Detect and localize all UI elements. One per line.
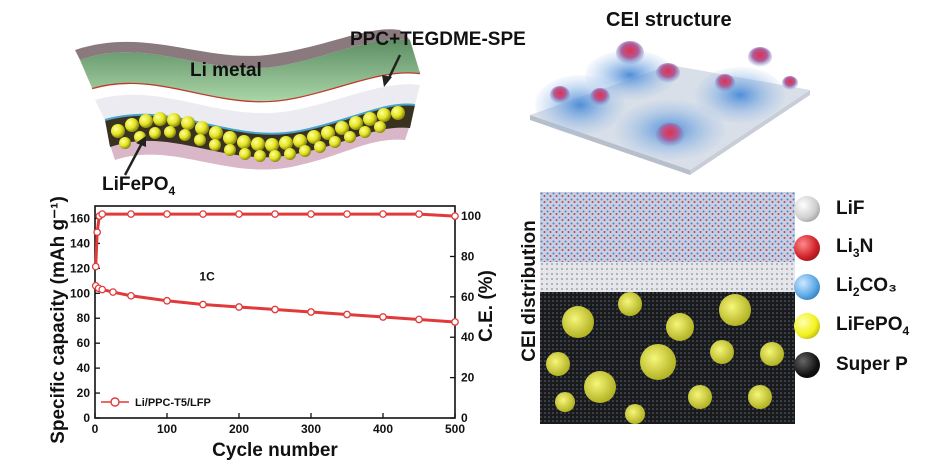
legend-label: LiFePO4 <box>836 314 910 338</box>
y-axis-label: Specific capacity (mAh g⁻¹) <box>48 196 69 444</box>
y-tick-label: 100 <box>70 286 90 300</box>
x-axis-label: Cycle number <box>212 440 338 460</box>
data-point <box>127 291 135 300</box>
cycling-chart: 0 100 200 300 400 500020406080100120140160020… <box>48 196 497 460</box>
cei-distribution-block <box>540 192 795 424</box>
y2-tick-label: 60 <box>461 290 475 304</box>
legend-item-superp: Super P <box>794 352 908 378</box>
spe-label: PPC+TEGDME-SPE <box>350 29 526 50</box>
plot-frame <box>94 205 456 419</box>
y-tick-label: 0 <box>83 411 90 425</box>
data-point <box>451 212 459 220</box>
legend-item-lif: LiF <box>794 196 865 222</box>
y2-axis-label: C.E. (%) <box>476 270 497 342</box>
cei-structure-surface <box>530 41 810 175</box>
cathode-label-sub: 4 <box>168 183 176 198</box>
y-tick-label: 60 <box>77 336 91 350</box>
data-point <box>109 288 117 296</box>
x-tick-label: 400 <box>373 422 393 436</box>
y2-tick-label: 40 <box>461 330 475 344</box>
y-tick-label: 20 <box>77 386 91 400</box>
data-point <box>379 210 387 218</box>
data-point <box>415 315 423 324</box>
lifepo4-ball-icon <box>794 313 820 339</box>
y-tick-label: 120 <box>70 261 90 275</box>
species-legend: LiF Li3N Li2CO₃ LiFePO4 Super P <box>794 196 929 396</box>
data-point <box>307 210 315 218</box>
data-point <box>98 285 107 294</box>
x-tick-label: 0 <box>92 422 99 436</box>
data-point <box>235 210 243 218</box>
superp-ball-icon <box>794 352 820 378</box>
series-line <box>94 212 456 267</box>
data-point <box>199 300 207 309</box>
data-point <box>98 210 107 218</box>
data-point <box>235 303 243 311</box>
y-tick-label: 40 <box>77 361 91 375</box>
rate-annotation: 1C <box>199 270 215 284</box>
data-point <box>379 313 387 321</box>
chart-plot-area: 0 100 200 300 400 500020406080100120140160020… <box>48 196 497 460</box>
data-point <box>271 305 279 314</box>
x-tick-label: 500 <box>445 422 465 436</box>
x-tick-label: 200 <box>229 422 249 436</box>
legend-item-li2co3: Li2CO₃ <box>794 274 897 300</box>
data-point <box>93 228 102 237</box>
data-point <box>307 308 315 316</box>
x-tick-label: 300 <box>301 422 321 436</box>
legend-marker <box>110 397 120 407</box>
legend-label: Li3N <box>836 236 874 260</box>
lif-ball-icon <box>794 196 820 222</box>
li2co3-ball-icon <box>794 274 820 300</box>
legend-item-li3n: Li3N <box>794 235 873 261</box>
data-point <box>343 210 351 218</box>
cei-structure-title: CEI structure <box>606 9 732 31</box>
y-tick-label: 80 <box>77 311 91 325</box>
series-line <box>94 284 456 324</box>
x-tick-label: 100 <box>157 422 177 436</box>
li3n-ball-icon <box>794 235 820 261</box>
li-metal-label: Li metal <box>190 60 262 81</box>
legend-item-lifepo4: LiFePO4 <box>794 313 909 339</box>
data-point <box>199 210 207 218</box>
y2-tick-label: 0 <box>461 411 468 425</box>
data-point <box>163 210 171 218</box>
y2-tick-label: 80 <box>461 249 475 263</box>
data-point <box>271 210 279 218</box>
legend-label: LiF <box>836 198 865 219</box>
y-tick-label: 140 <box>70 236 90 250</box>
legend-label: Li2CO₃ <box>836 275 897 299</box>
data-point <box>451 318 459 326</box>
data-point <box>127 210 135 218</box>
y2-tick-label: 20 <box>461 371 475 385</box>
y2-tick-label: 100 <box>461 209 481 223</box>
data-point <box>163 296 171 305</box>
data-point <box>343 310 351 319</box>
legend-label: Super P <box>836 354 908 375</box>
legend-label: Li/PPC-T5/LFP <box>135 397 211 409</box>
data-point <box>415 210 423 218</box>
cathode-label-main: LiFePO <box>102 174 169 195</box>
data-point <box>91 262 100 271</box>
cei-distribution-label: CEI distribution <box>519 220 540 362</box>
battery-cell-illustration <box>75 29 421 176</box>
y-tick-label: 160 <box>70 211 90 225</box>
cathode-label: LiFePO4 <box>102 174 175 198</box>
